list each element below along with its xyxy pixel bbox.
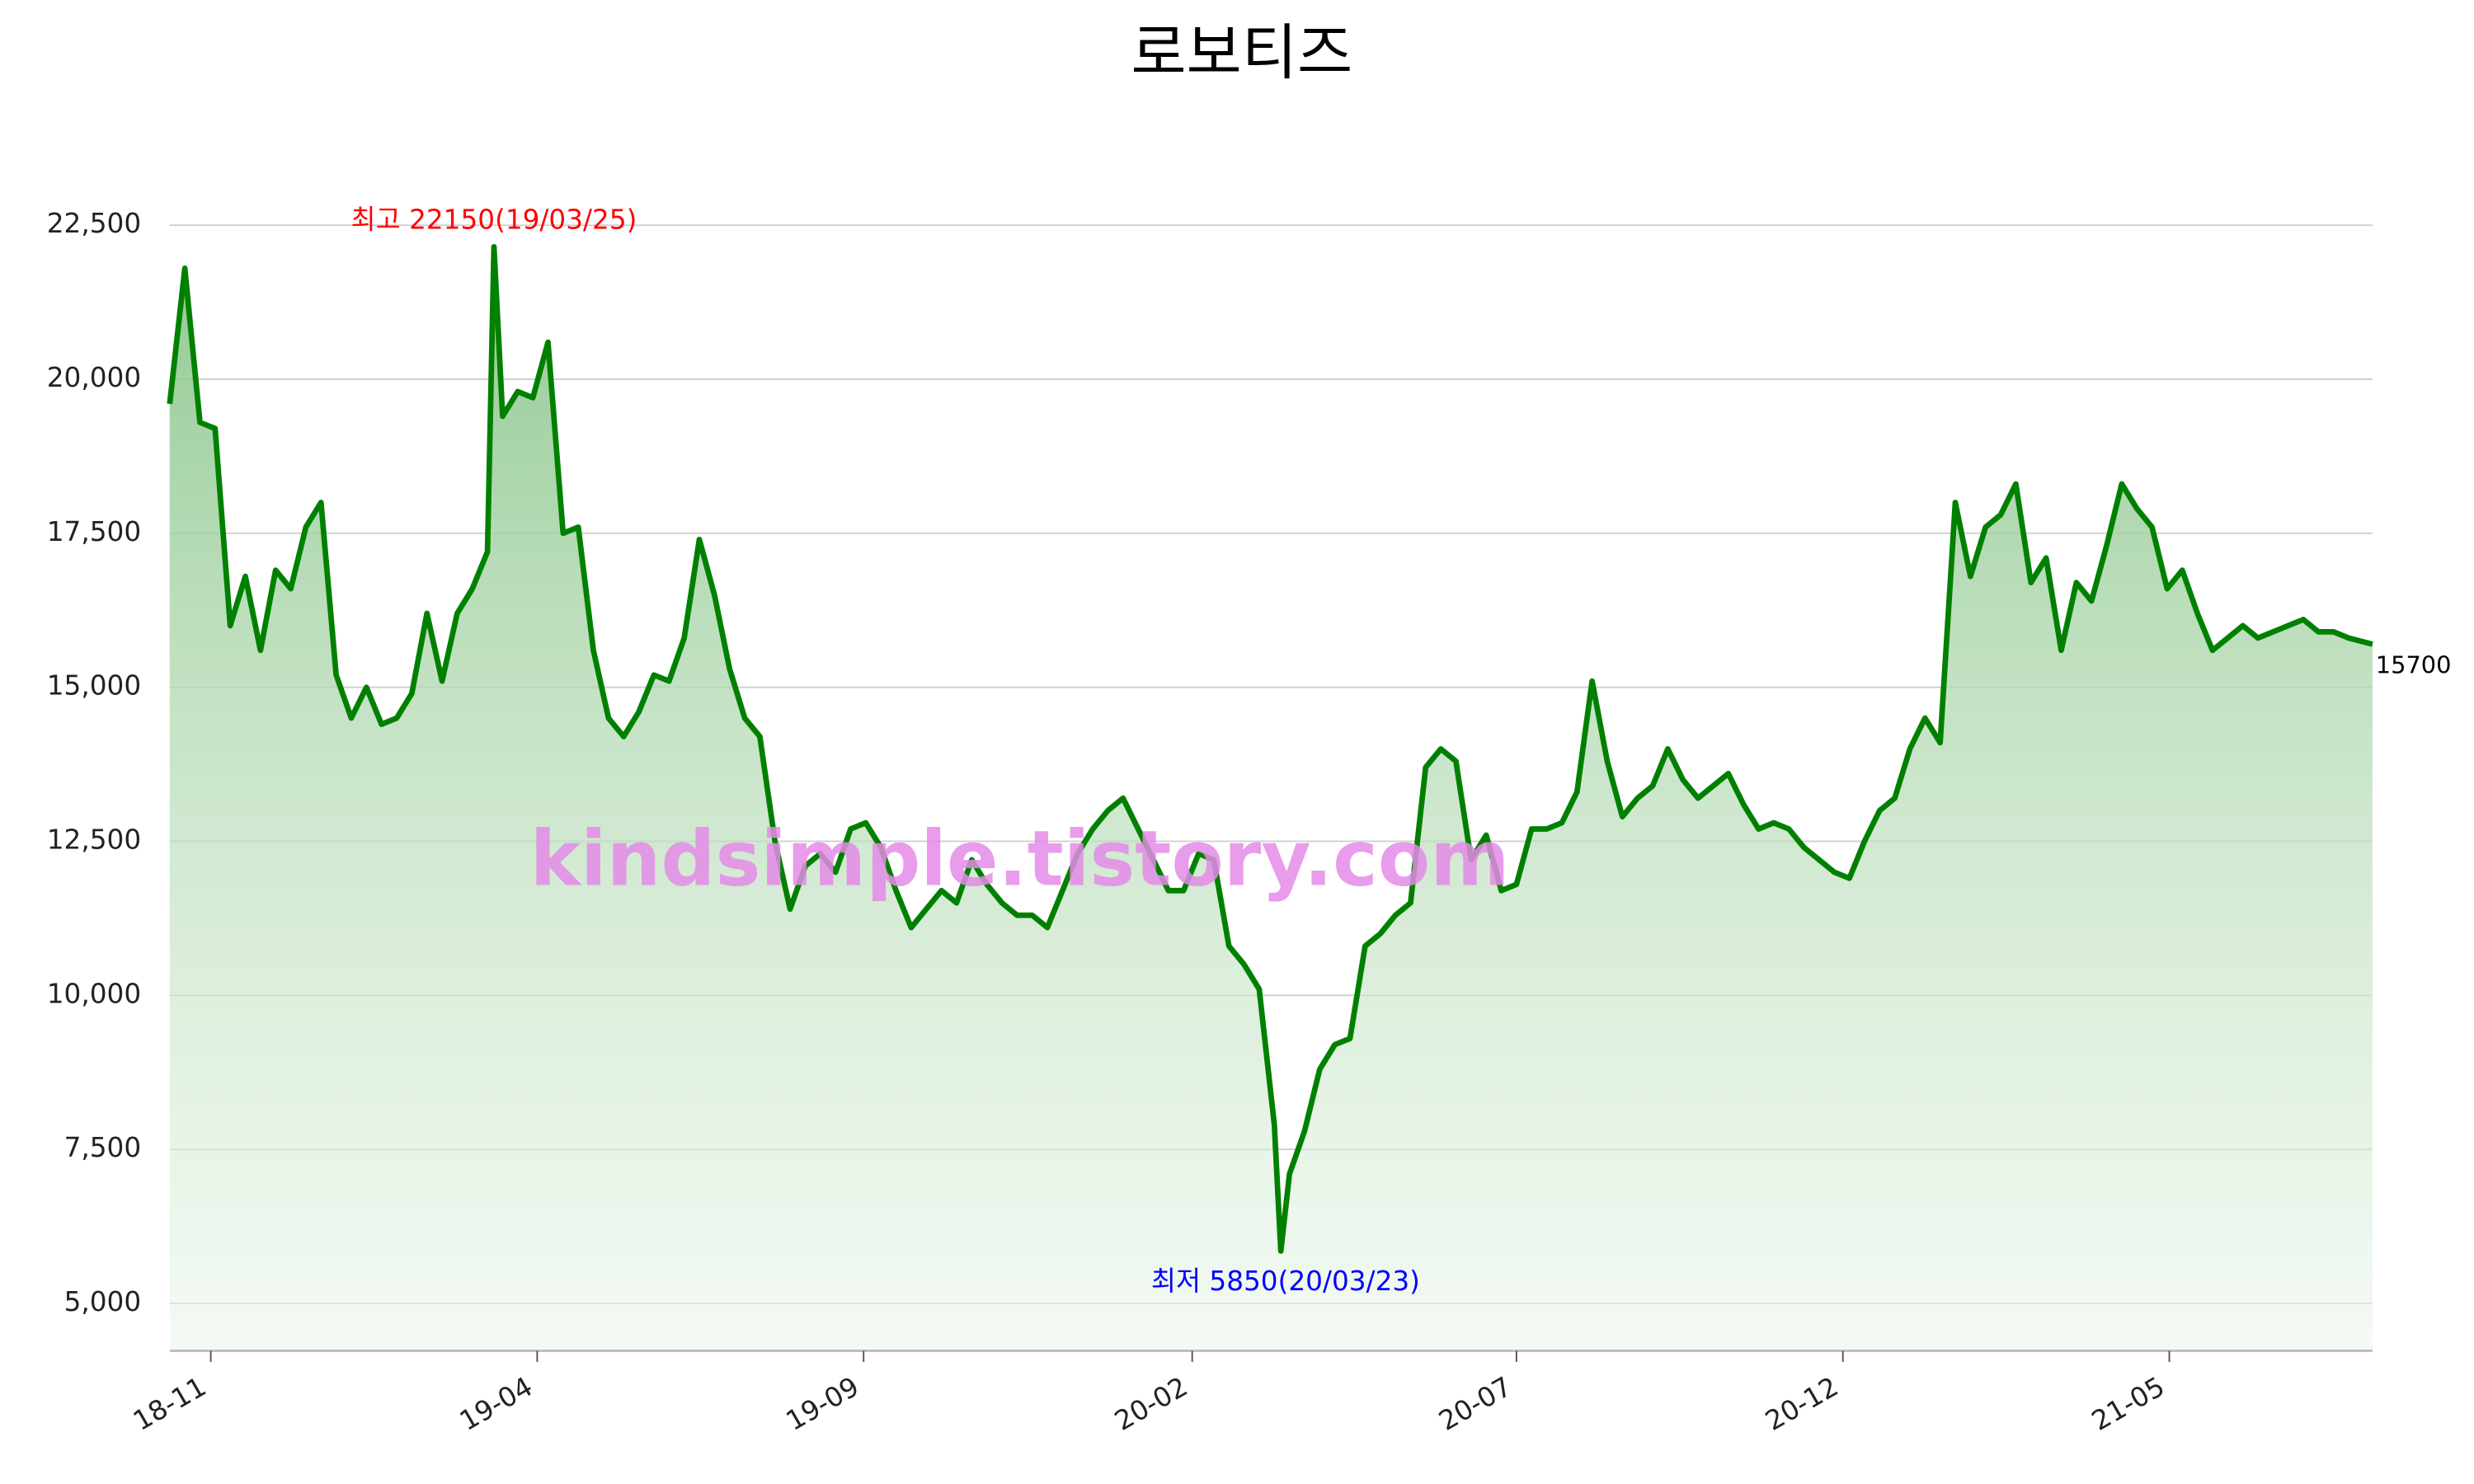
x-tick-label: 19-04	[454, 1371, 538, 1437]
y-tick-label: 5,000	[64, 1286, 142, 1317]
y-tick-label: 20,000	[47, 362, 141, 393]
last-value-label: 15700	[2376, 650, 2452, 679]
x-tick-label: 20-02	[1109, 1371, 1192, 1437]
y-tick-label: 22,500	[47, 208, 141, 239]
x-tick-label: 21-05	[2086, 1371, 2170, 1437]
y-tick-label: 7,500	[64, 1132, 142, 1163]
y-tick-label: 10,000	[47, 978, 141, 1009]
x-tick-label: 19-09	[781, 1371, 864, 1437]
area	[169, 247, 2373, 1351]
y-tick-label: 17,500	[47, 516, 141, 547]
y-tick-label: 15,000	[47, 670, 141, 702]
x-tick-label: 18-11	[128, 1371, 211, 1437]
low-annotation: 최저 5850(20/03/23)	[1151, 1266, 1420, 1297]
chart-title: 로보티즈	[1131, 18, 1352, 88]
line	[167, 243, 2373, 1254]
y-tick-label: 12,500	[47, 824, 141, 855]
x-tick-label: 20-07	[1433, 1371, 1517, 1437]
high-annotation: 최고 22150(19/03/25)	[351, 204, 637, 236]
watermark: kindsimple.tistory.com	[530, 814, 1510, 903]
x-tick-label: 20-12	[1760, 1371, 1843, 1437]
